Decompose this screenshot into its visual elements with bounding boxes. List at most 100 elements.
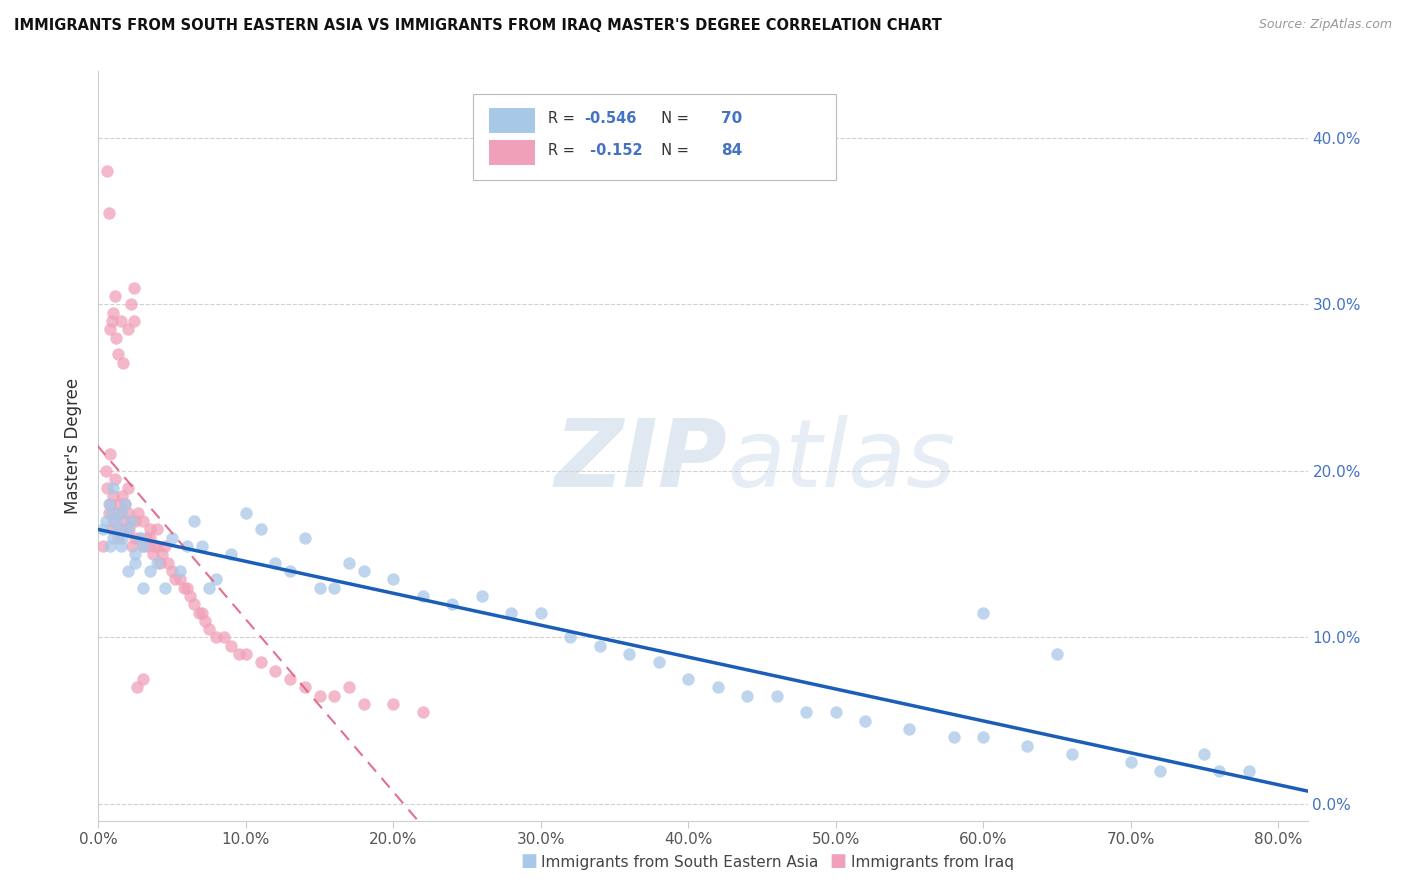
Point [117, 322, 139, 336]
Point [278, 564, 301, 578]
Point [441, 597, 464, 611]
Point [101, 531, 124, 545]
Text: R =: R = [548, 112, 579, 126]
Point [198, 581, 221, 595]
Point [1194, 747, 1216, 761]
Point [128, 531, 150, 545]
Point [111, 489, 134, 503]
Point [169, 564, 191, 578]
Point [121, 539, 143, 553]
Point [308, 581, 330, 595]
Text: ■: ■ [520, 852, 537, 870]
Point [382, 572, 405, 586]
Point [153, 581, 176, 595]
Point [91, 522, 114, 536]
Text: Immigrants from Iraq: Immigrants from Iraq [851, 855, 1014, 870]
Point [794, 706, 817, 720]
Point [337, 681, 360, 695]
Point [124, 547, 146, 561]
Point [735, 689, 758, 703]
Point [173, 581, 195, 595]
Point [127, 506, 149, 520]
Point [382, 697, 405, 711]
Point [100, 522, 122, 536]
Point [110, 522, 132, 536]
Point [108, 497, 131, 511]
Point [153, 539, 176, 553]
Point [190, 539, 212, 553]
Point [105, 514, 128, 528]
Point [183, 514, 205, 528]
Point [120, 297, 142, 311]
Point [353, 697, 375, 711]
Point [98, 447, 121, 461]
Point [228, 647, 250, 661]
Point [115, 522, 138, 536]
Point [190, 606, 212, 620]
Point [110, 506, 132, 520]
Text: ZIP: ZIP [554, 415, 727, 507]
Text: N =: N = [652, 112, 693, 126]
Point [353, 564, 375, 578]
Point [124, 514, 146, 528]
Text: ■: ■ [830, 852, 846, 870]
Point [91, 539, 114, 553]
Point [294, 531, 316, 545]
Point [139, 522, 162, 536]
Text: R =: R = [548, 144, 579, 158]
Text: IMMIGRANTS FROM SOUTH EASTERN ASIA VS IMMIGRANTS FROM IRAQ MASTER'S DEGREE CORRE: IMMIGRANTS FROM SOUTH EASTERN ASIA VS IM… [14, 18, 942, 33]
Point [110, 506, 132, 520]
Point [117, 564, 139, 578]
Point [1046, 647, 1069, 661]
Point [706, 681, 728, 695]
Point [146, 522, 169, 536]
Point [898, 722, 921, 736]
Point [118, 522, 141, 536]
Point [96, 164, 118, 178]
Point [131, 672, 153, 686]
Point [117, 522, 139, 536]
Point [471, 589, 494, 603]
Point [149, 556, 172, 570]
Point [131, 539, 153, 553]
Point [198, 622, 221, 636]
Point [139, 531, 162, 545]
Point [104, 289, 127, 303]
Point [105, 331, 128, 345]
Point [143, 539, 166, 553]
Point [323, 689, 346, 703]
Point [117, 506, 139, 520]
Point [96, 481, 118, 495]
Point [160, 564, 183, 578]
Point [249, 522, 271, 536]
Point [205, 631, 228, 645]
Point [101, 514, 124, 528]
Point [183, 597, 205, 611]
Point [530, 606, 553, 620]
Point [156, 556, 179, 570]
Point [128, 531, 150, 545]
Y-axis label: Master's Degree: Master's Degree [65, 378, 83, 514]
Point [219, 639, 242, 653]
Point [323, 581, 346, 595]
Point [117, 481, 139, 495]
Point [249, 656, 271, 670]
Point [98, 322, 121, 336]
Point [187, 606, 209, 620]
Point [107, 347, 129, 361]
FancyBboxPatch shape [474, 94, 837, 180]
Point [824, 706, 846, 720]
Point [97, 506, 120, 520]
Point [942, 731, 965, 745]
Point [179, 589, 201, 603]
Point [112, 356, 135, 370]
Point [219, 547, 242, 561]
Point [100, 314, 122, 328]
Point [205, 572, 228, 586]
Point [111, 531, 134, 545]
Point [110, 314, 132, 328]
Point [1149, 764, 1171, 778]
Point [264, 664, 287, 678]
Point [131, 514, 153, 528]
Text: Immigrants from South Eastern Asia: Immigrants from South Eastern Asia [541, 855, 818, 870]
